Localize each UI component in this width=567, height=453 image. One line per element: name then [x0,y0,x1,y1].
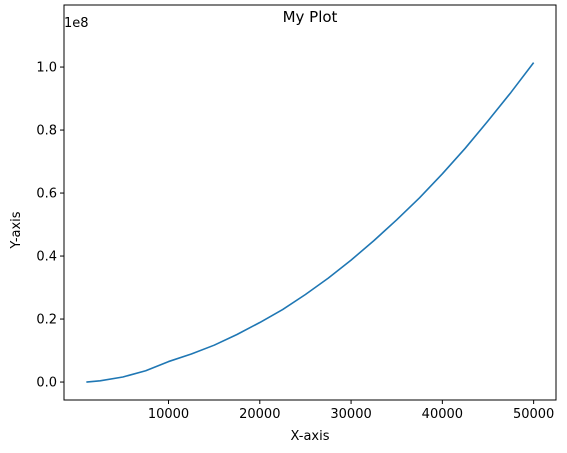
y-tick-label: 0.4 [36,250,57,265]
plot-frame [63,4,557,401]
x-axis-ticks: 10000 20000 30000 40000 50000 [148,400,554,422]
x-axis-label: X-axis [291,429,330,444]
y-axis-label: Y-axis [9,211,24,249]
y-tick-label: 0.0 [36,376,57,391]
y-tick-label: 0.2 [36,313,57,328]
y-tick-label: 0.8 [36,124,57,139]
y-tick-label: 0.6 [36,187,57,202]
y-tick-label: 1.0 [36,61,57,76]
chart-title: My Plot [283,8,338,26]
x-tick-label: 30000 [330,407,371,422]
y-axis-offset-label: 1e8 [64,16,89,31]
x-tick-label: 10000 [148,407,189,422]
y-axis-ticks: 0.0 0.2 0.4 0.6 0.8 1.0 [36,61,64,391]
plot-area [86,62,535,383]
x-tick-label: 20000 [239,407,280,422]
x-tick-label: 50000 [513,407,554,422]
series-line-0 [86,62,535,383]
x-tick-label: 40000 [422,407,463,422]
